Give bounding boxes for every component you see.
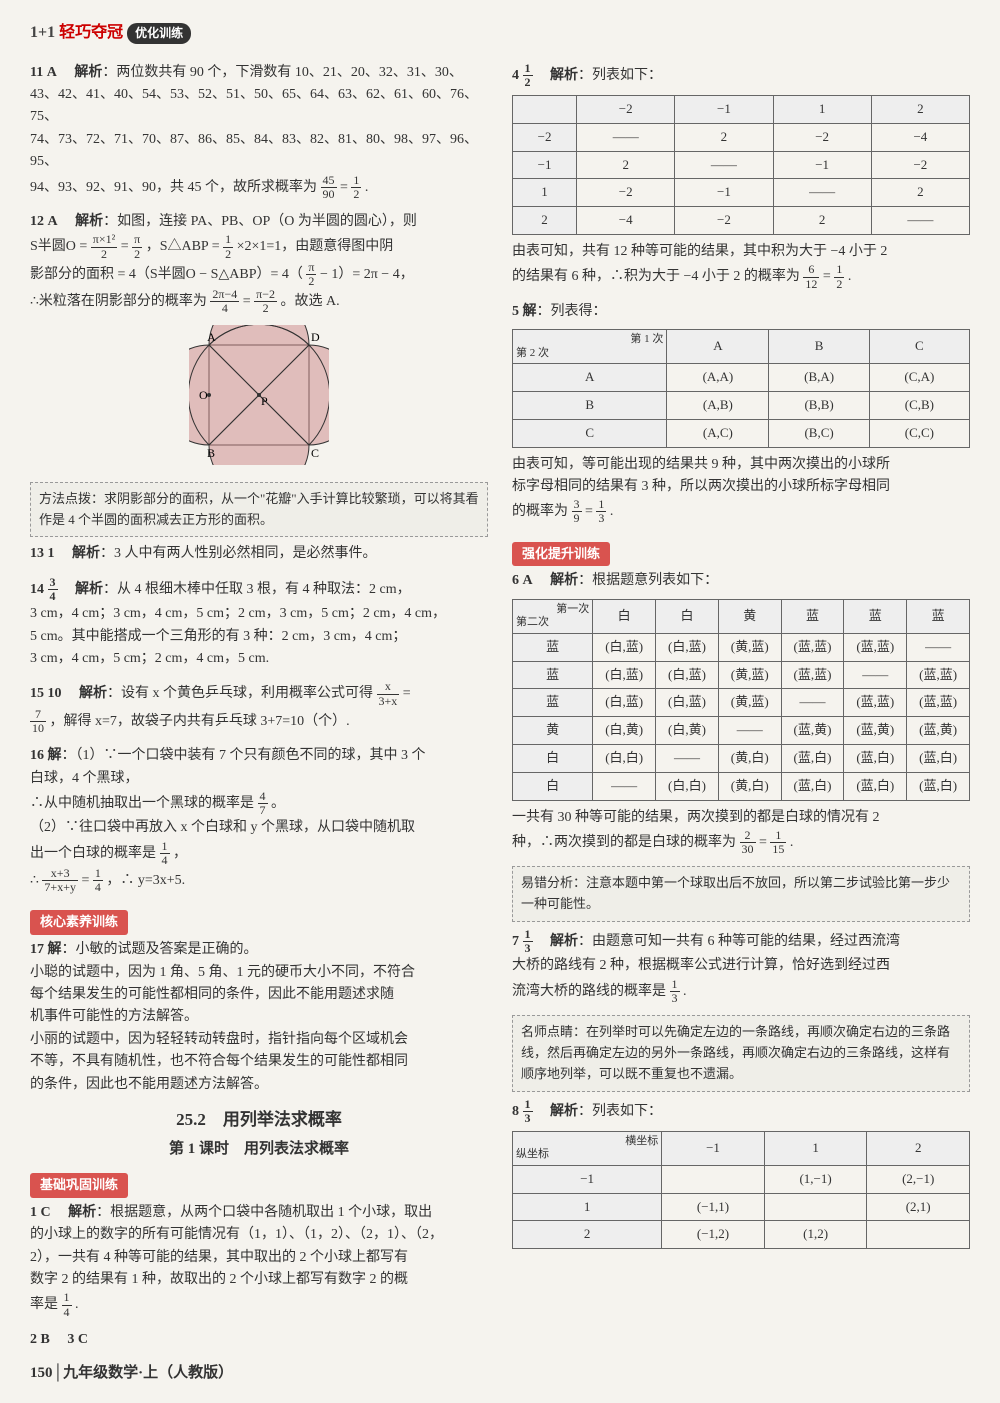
- q8: 8 13 解析：列表如下： 横坐标纵坐标−112−1(1,−1)(2,−1)1(…: [512, 1098, 970, 1250]
- q13: 13 1 解析：3 人中有两人性别必然相同，是必然事件。: [30, 543, 488, 565]
- q12-figure: A D B C O P: [30, 325, 488, 473]
- page-footer: 150│九年级数学·上（人教版）: [30, 1361, 488, 1385]
- q16: 16 解：（1）∵一个口袋中装有 7 个只有颜色不同的球，其中 3 个 白球，4…: [30, 745, 488, 894]
- q5-table: 第 1 次第 2 次ABCA(A,A)(B,A)(C,A)B(A,B)(B,B)…: [512, 329, 970, 447]
- q15: 15 10 解析：设有 x 个黄色乒乓球，利用概率公式可得 x3+x = 710…: [30, 680, 488, 735]
- label-P: P: [261, 394, 268, 408]
- header-prefix: 1+1: [30, 24, 55, 41]
- bar-strong: 强化提升训练: [512, 542, 610, 567]
- title-252: 25.2 用列举法求概率: [30, 1106, 488, 1133]
- q11-l1: ：两位数共有 90 个，下滑数有 10、21、20、32、31、30、: [102, 65, 463, 80]
- q17: 17 解：小敏的试题及答案是正确的。 小聪的试题中，因为 1 角、5 角、1 元…: [30, 939, 488, 1096]
- q5: 5 解：列表得： 第 1 次第 2 次ABCA(A,A)(B,A)(C,A)B(…: [512, 301, 970, 526]
- q11: 11 A 解析：两位数共有 90 个，下滑数有 10、21、20、32、31、3…: [30, 62, 488, 201]
- page-header: 1+1 轻巧夺冠 优化训练: [30, 20, 970, 50]
- q12-num: 12: [30, 214, 44, 229]
- note-q6: 易错分析：注意本题中第一个球取出后不放回，所以第二步试验比第一步少一种可能性。: [512, 866, 970, 922]
- header-badge: 优化训练: [127, 23, 191, 44]
- q6: 6 A 解析：根据题意列表如下： 第一次第二次白白黄蓝蓝蓝蓝(白,蓝)(白,蓝)…: [512, 570, 970, 856]
- q11-l4: 94、93、92、91、90，共 45 个，故所求概率为: [30, 179, 317, 194]
- label-O: O: [199, 388, 208, 402]
- right-column: 4 12 解析：列表如下： −2−112−2——2−2−4−12——−1−21−…: [512, 62, 970, 1386]
- subtitle-1: 第 1 课时 用列表法求概率: [30, 1137, 488, 1161]
- q4: 4 12 解析：列表如下： −2−112−2——2−2−4−12——−1−21−…: [512, 62, 970, 291]
- q1: 1 C 解析：根据题意，从两个口袋中各随机取出 1 个小球，取出 的小球上的数字…: [30, 1202, 488, 1319]
- q2q3: 2 B 3 C: [30, 1329, 488, 1351]
- q11-ans: A: [47, 65, 57, 80]
- q4-table: −2−112−2——2−2−4−12——−1−21−2−1——22−4−22——: [512, 95, 970, 235]
- q12-l1: ：如图，连接 PA、PB、OP（O 为半圆的圆心），则: [103, 214, 417, 229]
- q12-ans: A: [48, 214, 58, 229]
- q8-table: 横坐标纵坐标−112−1(1,−1)(2,−1)1(−1,1)(2,1)2(−1…: [512, 1131, 970, 1249]
- header-brand: 轻巧夺冠: [59, 24, 123, 41]
- footer-text: │九年级数学·上（人教版）: [53, 1365, 234, 1381]
- q11-num: 11: [30, 65, 43, 80]
- q14: 14 34 解析：从 4 根细木棒中任取 3 根，有 4 种取法：2 cm， 3…: [30, 576, 488, 671]
- q11-l3: 74、73、72、71、70、87、86、85、84、83、82、81、80、9…: [30, 132, 478, 169]
- left-column: 11 A 解析：两位数共有 90 个，下滑数有 10、21、20、32、31、3…: [30, 62, 488, 1386]
- bar-core: 核心素养训练: [30, 910, 128, 935]
- label-B: B: [207, 446, 215, 460]
- label-C: C: [311, 446, 319, 460]
- q12-label: 解析: [75, 214, 103, 229]
- label-D: D: [311, 330, 320, 344]
- note-q7: 名师点睛：在列举时可以先确定左边的一条路线，再顺次确定右边的三条路线，然后再确定…: [512, 1015, 970, 1091]
- petal-diagram: A D B C O P: [189, 325, 329, 465]
- q12: 12 A 解析：如图，连接 PA、PB、OP（O 为半圆的圆心），则 S半圆O …: [30, 211, 488, 316]
- page-number: 150: [30, 1365, 53, 1381]
- label-A: A: [207, 330, 216, 344]
- q6-table: 第一次第二次白白黄蓝蓝蓝蓝(白,蓝)(白,蓝)(黄,蓝)(蓝,蓝)(蓝,蓝)——…: [512, 599, 970, 801]
- note-q12: 方法点拨：求阴影部分的面积，从一个"花瓣"入手计算比较繁琐，可以将其看作是 4 …: [30, 482, 488, 538]
- bar-base: 基础巩固训练: [30, 1173, 128, 1198]
- q7: 7 13 解析：由题意可知一共有 6 种等可能的结果，经过西流湾 大桥的路线有 …: [512, 928, 970, 1005]
- q11-label: 解析: [74, 65, 102, 80]
- q11-l2: 43、42、41、40、54、53、52、51、50、65、64、63、62、6…: [30, 87, 478, 124]
